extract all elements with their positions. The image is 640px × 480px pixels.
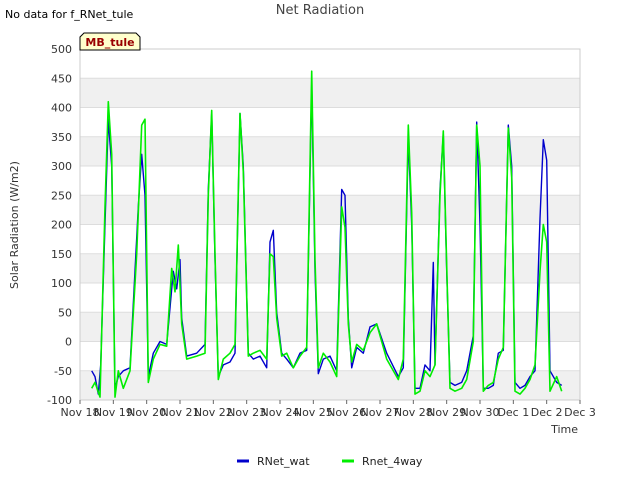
grid-band (80, 253, 580, 283)
x-tick-label: Nov 23 (227, 406, 266, 419)
x-tick-label: Nov 28 (394, 406, 433, 419)
grid-band (80, 166, 580, 196)
x-tick-label: Dec 1 (497, 406, 529, 419)
y-tick-label: -100 (47, 394, 72, 407)
x-tick-label: Nov 25 (294, 406, 333, 419)
x-tick-label: Nov 26 (327, 406, 366, 419)
chart-title: Net Radiation (275, 3, 365, 18)
x-tick-label: Nov 22 (194, 406, 233, 419)
y-tick-label: 150 (51, 248, 72, 261)
y-tick-label: -50 (54, 365, 72, 378)
y-axis-label: Solar Radiation (W/m2) (8, 161, 21, 289)
site-badge-label: MB_tule (85, 36, 134, 49)
grid-band (80, 224, 580, 254)
legend-label: Rnet_4way (362, 455, 423, 468)
grid-band (80, 195, 580, 225)
y-tick-label: 400 (51, 102, 72, 115)
grid-band (80, 312, 580, 342)
x-tick-label: Dec 2 (531, 406, 563, 419)
x-tick-label: Nov 24 (261, 406, 300, 419)
y-tick-label: 350 (51, 131, 72, 144)
x-tick-label: Nov 18 (61, 406, 100, 419)
y-tick-label: 500 (51, 43, 72, 56)
y-tick-label: 200 (51, 219, 72, 232)
grid-band (80, 136, 580, 166)
y-tick-label: 450 (51, 72, 72, 85)
x-tick-label: Dec 3 (564, 406, 596, 419)
y-tick-label: 100 (51, 277, 72, 290)
x-tick-label: Nov 30 (461, 406, 500, 419)
grid-band (80, 283, 580, 313)
site-badge-box (79, 32, 141, 51)
x-tick-label: Nov 19 (94, 406, 133, 419)
grid-band (80, 107, 580, 137)
y-tick-label: 250 (51, 189, 72, 202)
grid-band (80, 370, 580, 400)
series-line-rnet-4way (91, 70, 563, 398)
no-data-message: No data for f_RNet_tule (5, 8, 134, 21)
x-tick-label: Nov 29 (427, 406, 466, 419)
y-tick-label: 0 (65, 336, 72, 349)
x-tick-label: Nov 27 (361, 406, 400, 419)
legend-label: RNet_wat (257, 455, 310, 468)
y-tick-label: 50 (58, 306, 72, 319)
y-tick-label: 300 (51, 160, 72, 173)
plot-frame (79, 48, 581, 401)
x-tick-label: Nov 21 (161, 406, 200, 419)
grid-band (80, 78, 580, 108)
x-tick-label: Nov 20 (127, 406, 166, 419)
x-axis-label: Time (550, 423, 578, 436)
grid-band (80, 49, 580, 79)
